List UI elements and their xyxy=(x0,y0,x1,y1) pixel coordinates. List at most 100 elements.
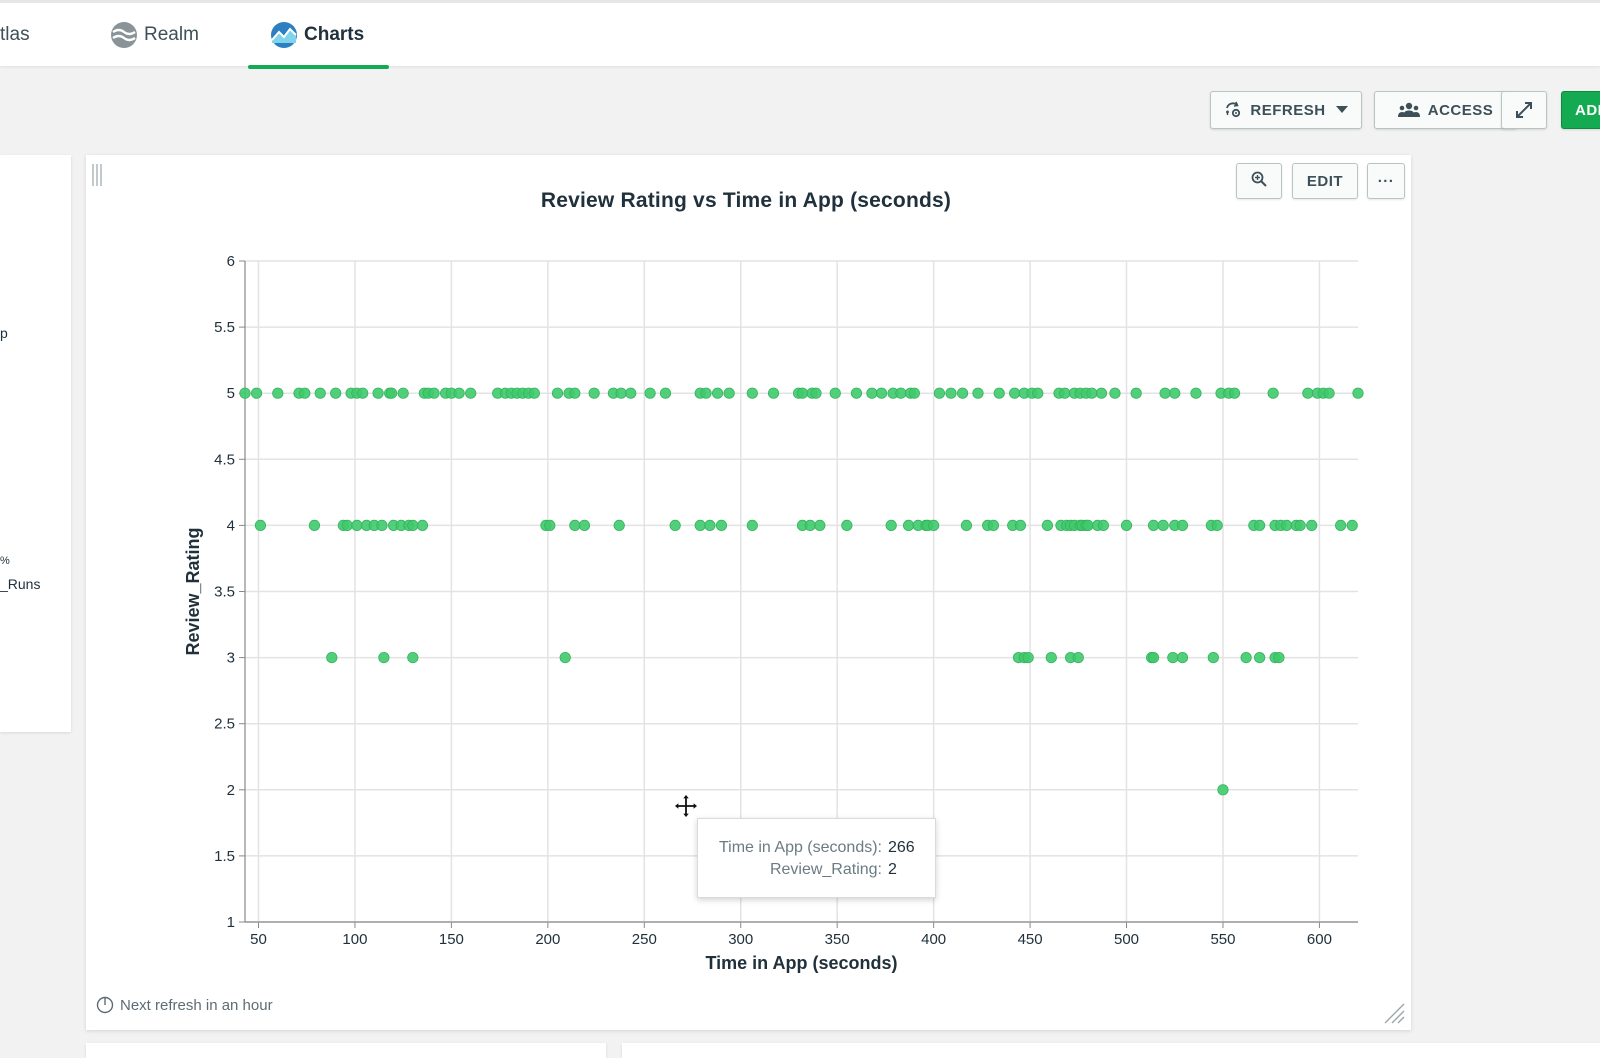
x-tick-label: 50 xyxy=(250,931,267,948)
data-point xyxy=(378,651,390,664)
data-point xyxy=(1176,651,1189,664)
data-point xyxy=(254,519,267,531)
data-point xyxy=(715,519,728,531)
left-chart-card: p % _Runs xyxy=(0,155,71,732)
data-point xyxy=(933,387,946,399)
scatter-chart-card: EDIT ··· Review Rating vs Time in App (s… xyxy=(86,155,1411,1030)
active-tab-indicator xyxy=(248,65,389,69)
data-point xyxy=(902,519,915,531)
edit-chart-button[interactable]: EDIT xyxy=(1292,163,1358,199)
data-point xyxy=(993,387,1005,399)
data-point xyxy=(659,387,672,399)
data-point xyxy=(1072,651,1084,664)
data-point xyxy=(928,519,940,531)
data-point xyxy=(1109,387,1121,399)
y-tick-label: 4.5 xyxy=(214,451,235,468)
x-tick-label: 100 xyxy=(342,931,367,948)
data-point xyxy=(351,519,363,531)
drag-handle-icon[interactable] xyxy=(90,163,104,187)
tab-charts[interactable]: Charts xyxy=(248,3,389,69)
data-point xyxy=(1041,519,1054,531)
data-point xyxy=(330,387,342,399)
access-button[interactable]: ACCESS xyxy=(1374,91,1517,129)
data-point xyxy=(814,519,826,531)
fullscreen-button[interactable] xyxy=(1501,91,1547,129)
scatter-plot: 50 100 150 200 250 300 350 400 450 500 550 600 1 1.5 2… xyxy=(183,253,1364,973)
data-point xyxy=(1240,651,1252,664)
add-chart-button[interactable]: ADD xyxy=(1561,91,1600,129)
data-point xyxy=(1045,651,1057,664)
data-point xyxy=(1082,519,1094,531)
data-point xyxy=(314,387,326,399)
y-axis-label: Review_Rating xyxy=(183,527,203,655)
x-tick-label: 250 xyxy=(632,931,657,948)
data-point xyxy=(272,387,284,399)
data-point xyxy=(1032,387,1044,399)
data-point xyxy=(528,387,540,399)
point-tooltip: Time in App (seconds): 266 Review_Rating… xyxy=(697,818,936,898)
data-point xyxy=(850,387,863,399)
tab-atlas[interactable]: tlas xyxy=(0,3,30,66)
data-point xyxy=(767,387,780,399)
y-tick-label: 3.5 xyxy=(214,584,235,601)
data-point xyxy=(1022,651,1034,664)
data-point xyxy=(885,519,897,531)
refresh-note-text: Next refresh in an hour xyxy=(120,996,273,1014)
data-point xyxy=(644,387,656,399)
tooltip-y-label: Review_Rating: xyxy=(769,861,882,878)
data-point xyxy=(704,519,716,531)
data-point xyxy=(372,387,384,399)
charts-icon xyxy=(270,21,298,49)
data-point xyxy=(1157,519,1169,531)
access-label: ACCESS xyxy=(1427,101,1494,119)
x-tick-label: 550 xyxy=(1210,931,1235,948)
x-tick-label: 150 xyxy=(439,931,464,948)
data-point xyxy=(465,387,477,399)
data-point xyxy=(1120,519,1133,531)
data-point xyxy=(250,387,263,399)
x-tick-label: 200 xyxy=(535,931,560,948)
data-point xyxy=(1306,519,1318,531)
data-point xyxy=(1009,387,1021,399)
ellipsis-icon: ··· xyxy=(1377,172,1395,190)
data-point xyxy=(341,519,353,531)
data-point xyxy=(1254,519,1266,531)
data-point xyxy=(829,387,841,399)
clock-icon xyxy=(96,996,114,1014)
data-point xyxy=(987,519,1000,531)
data-point xyxy=(1254,651,1266,664)
refresh-gear-icon xyxy=(1224,101,1242,119)
tooltip-x-label: Time in App (seconds): xyxy=(718,839,882,856)
y-tick-label: 6 xyxy=(227,253,235,270)
data-point xyxy=(1335,519,1347,531)
data-point xyxy=(397,387,409,399)
top-nav-bar: tlas Realm Charts xyxy=(0,0,1600,69)
data-point xyxy=(385,387,398,399)
left-card-text-2: % xyxy=(0,555,10,567)
resize-handle-icon[interactable] xyxy=(1383,1002,1405,1024)
x-tick-label: 600 xyxy=(1307,931,1332,948)
zoom-in-icon xyxy=(1251,171,1267,191)
data-point xyxy=(669,519,681,531)
data-point xyxy=(694,519,706,531)
tab-realm[interactable]: Realm xyxy=(110,3,199,66)
y-tick-label: 5.5 xyxy=(214,319,235,336)
tooltip-y-value: 2 xyxy=(888,861,897,878)
x-tick-label: 500 xyxy=(1114,931,1139,948)
data-point xyxy=(711,387,724,399)
data-point xyxy=(945,387,957,399)
tab-realm-label: Realm xyxy=(144,23,199,45)
data-point xyxy=(1169,387,1181,399)
more-options-button[interactable]: ··· xyxy=(1367,163,1405,199)
zoom-button[interactable] xyxy=(1236,163,1282,199)
refresh-label: REFRESH xyxy=(1250,101,1326,119)
data-point xyxy=(875,387,888,399)
data-point xyxy=(841,519,853,531)
data-point xyxy=(895,387,907,399)
caret-down-icon xyxy=(1335,106,1348,114)
users-icon xyxy=(1397,102,1420,118)
data-point xyxy=(1059,387,1071,399)
refresh-button[interactable]: REFRESH xyxy=(1210,91,1362,129)
data-point xyxy=(796,387,809,399)
data-point xyxy=(972,387,984,399)
